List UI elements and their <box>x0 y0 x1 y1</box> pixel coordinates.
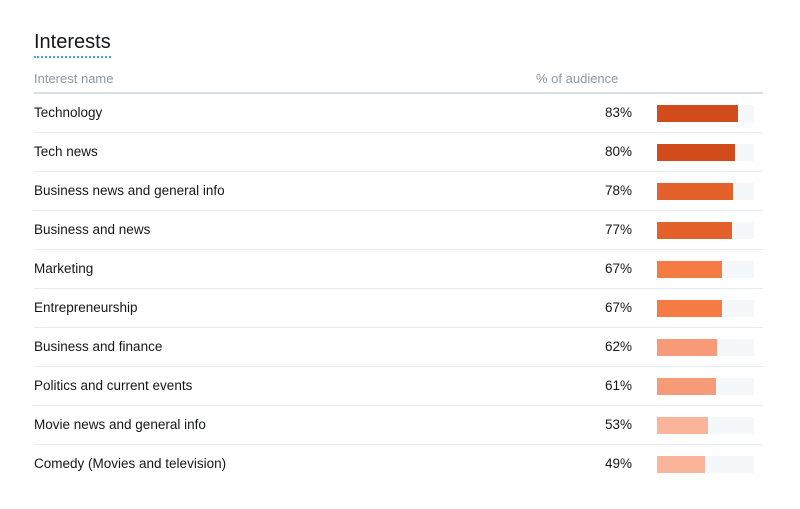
interest-name: Business and finance <box>34 339 163 354</box>
interest-name: Business and news <box>34 222 151 237</box>
audience-bar-track <box>657 222 754 239</box>
audience-percent: 67% <box>604 261 632 276</box>
audience-bar-track <box>657 144 754 161</box>
column-header-percent-audience: % of audience <box>536 71 619 86</box>
audience-bar-fill <box>657 183 733 200</box>
interest-name: Politics and current events <box>34 378 193 393</box>
table-row: Business and news 77% <box>34 211 763 250</box>
interests-panel: Interests Interest name % of audience Te… <box>34 30 763 483</box>
panel-title: Interests <box>34 30 111 58</box>
audience-bar-fill <box>657 105 738 122</box>
audience-bar-track <box>657 378 754 395</box>
audience-bar-fill <box>657 144 735 161</box>
table-row: Business and finance 62% <box>34 328 763 367</box>
audience-bar-track <box>657 339 754 356</box>
column-header-interest-name: Interest name <box>34 71 114 86</box>
table-row: Business news and general info 78% <box>34 172 763 211</box>
table-row: Tech news 80% <box>34 133 763 172</box>
audience-percent: 78% <box>604 183 632 198</box>
audience-bar-track <box>657 261 754 278</box>
table-row: Movie news and general info 53% <box>34 406 763 445</box>
audience-percent: 62% <box>604 339 632 354</box>
table-row: Politics and current events 61% <box>34 367 763 406</box>
audience-bar-fill <box>657 456 705 473</box>
audience-percent: 83% <box>604 105 632 120</box>
audience-bar-track <box>657 105 754 122</box>
table-row: Entrepreneurship 67% <box>34 289 763 328</box>
audience-bar-fill <box>657 378 716 395</box>
audience-bar-fill <box>657 339 717 356</box>
table-row: Comedy (Movies and television) 49% <box>34 445 763 483</box>
audience-bar-track <box>657 300 754 317</box>
audience-bar-fill <box>657 222 732 239</box>
interest-name: Business news and general info <box>34 183 225 198</box>
table-header: Interest name % of audience <box>34 66 763 94</box>
interest-name: Technology <box>34 105 103 120</box>
audience-bar-track <box>657 183 754 200</box>
audience-percent: 49% <box>604 456 632 471</box>
interest-name: Comedy (Movies and television) <box>34 456 227 471</box>
audience-bar-track <box>657 417 754 434</box>
interest-name: Movie news and general info <box>34 417 206 432</box>
audience-bar-fill <box>657 417 708 434</box>
interest-name: Entrepreneurship <box>34 300 138 315</box>
audience-percent: 61% <box>604 378 632 393</box>
audience-percent: 77% <box>604 222 632 237</box>
interest-name: Marketing <box>34 261 94 276</box>
audience-percent: 67% <box>604 300 632 315</box>
audience-percent: 80% <box>604 144 632 159</box>
interest-list: Technology 83% Tech news 80% Business news a… <box>34 94 763 483</box>
audience-percent: 53% <box>604 417 632 432</box>
table-row: Technology 83% <box>34 94 763 133</box>
audience-bar-track <box>657 456 754 473</box>
table-row: Marketing 67% <box>34 250 763 289</box>
interest-name: Tech news <box>34 144 98 159</box>
audience-bar-fill <box>657 261 722 278</box>
audience-bar-fill <box>657 300 722 317</box>
